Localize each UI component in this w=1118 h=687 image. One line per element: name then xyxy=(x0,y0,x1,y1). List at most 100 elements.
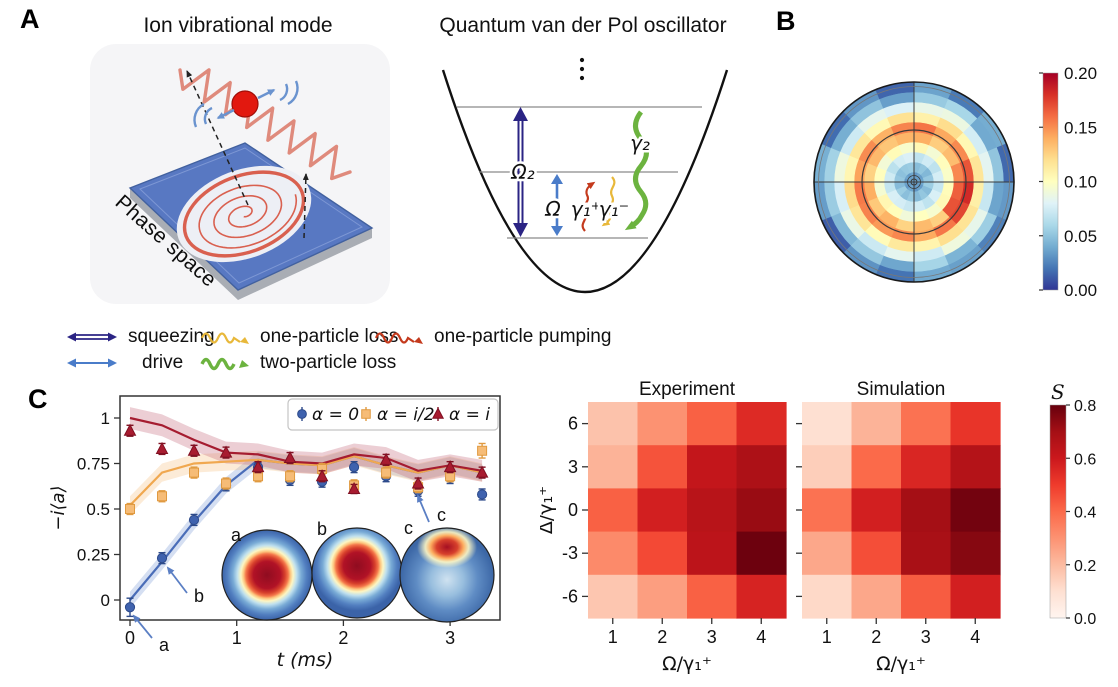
svg-text:0.10: 0.10 xyxy=(1064,173,1097,192)
svg-text:0.4: 0.4 xyxy=(1074,505,1096,522)
svg-text:1: 1 xyxy=(608,627,618,647)
svg-text:0.6: 0.6 xyxy=(1074,451,1096,468)
legend-item-squeezing: squeezing xyxy=(66,326,215,348)
svg-text:b: b xyxy=(317,519,327,539)
plot-content xyxy=(123,407,489,618)
svg-text:t (ms): t (ms) xyxy=(277,649,334,671)
legend-item-two-particle-loss: two-particle loss xyxy=(200,352,396,374)
one-particle-pumping-arrow xyxy=(581,181,596,232)
ellipsis-dots-icon xyxy=(579,57,585,81)
legend-item-one-particle-loss: one-particle loss xyxy=(200,326,398,348)
svg-text:0.5: 0.5 xyxy=(86,500,110,519)
inset-wigner-b: b xyxy=(311,519,403,619)
omega-label: Ω xyxy=(544,197,561,221)
polar-colorbar: 0.20 0.15 0.10 0.05 0.00 xyxy=(1039,64,1097,300)
simulation-title: Simulation xyxy=(856,379,946,400)
dynamics-plot: 0 1 2 3 1 0.75 0.5 0.25 0 t (ms) −i⟨a⟩ α = 0 α = i/2… xyxy=(48,395,501,671)
squeezing-transition-arrow xyxy=(513,107,528,237)
svg-text:3: 3 xyxy=(921,627,931,647)
drive-arrow-icon xyxy=(67,358,117,368)
qvdp-potential-diagram: Ω₂ Ω γ₁⁺ γ₁⁻ γ₂ xyxy=(441,57,729,293)
legend-label: one-particle loss xyxy=(260,326,399,347)
projection-dashed-lines xyxy=(186,70,309,239)
panel-c-label: C xyxy=(28,384,48,414)
heatmap-experiment: 1 2 3 4 6 3 0 -3 -6 Ω/γ₁⁺ Δ/γ₁⁺ xyxy=(540,402,787,675)
svg-text:0.0: 0.0 xyxy=(1074,611,1096,628)
svg-text:0.8: 0.8 xyxy=(1074,398,1096,415)
gamma1-plus-label: γ₁⁺ xyxy=(571,197,601,221)
svg-text:b: b xyxy=(194,586,204,606)
heatmap-ticks xyxy=(796,422,976,624)
heatmap-tick-labels: 1 2 3 4 6 3 0 -3 -6 xyxy=(562,414,766,647)
svg-text:2: 2 xyxy=(657,627,667,647)
svg-text:0.15: 0.15 xyxy=(1064,118,1097,137)
svg-text:c: c xyxy=(404,518,413,538)
one-particle-loss-icon xyxy=(200,332,249,344)
one-particle-loss-arrow xyxy=(601,176,616,227)
phase-space-spiral xyxy=(176,165,312,263)
svg-text:1: 1 xyxy=(822,627,832,647)
svg-text:Ω/γ₁⁺: Ω/γ₁⁺ xyxy=(876,653,926,675)
panel-a-label: A xyxy=(20,4,40,34)
gamma2-label: γ₂ xyxy=(630,131,650,155)
svg-text:0.05: 0.05 xyxy=(1064,227,1097,246)
svg-text:4: 4 xyxy=(970,627,980,647)
gamma1-minus-label: γ₁⁻ xyxy=(599,197,629,221)
drive-transition-arrow xyxy=(551,174,563,236)
inset-wigner-a: a xyxy=(221,525,313,621)
series-triangle xyxy=(123,423,489,495)
svg-text:−i⟨a⟩: −i⟨a⟩ xyxy=(48,485,69,530)
svg-text:0.25: 0.25 xyxy=(77,546,110,565)
annotation-arrows: a b c xyxy=(132,494,446,655)
squeezing-arrow-icon xyxy=(67,332,117,342)
two-particle-loss-icon xyxy=(200,357,249,371)
svg-text:α = 0: α = 0 xyxy=(312,405,359,425)
heatmap-tick-labels: 1 2 3 4 xyxy=(822,627,981,647)
svg-text:a: a xyxy=(159,635,170,655)
panel-a-left-title: Ion vibrational mode xyxy=(143,14,333,37)
svg-text:2: 2 xyxy=(338,628,348,648)
svg-text:0.75: 0.75 xyxy=(77,455,110,474)
svg-text:α = i/2: α = i/2 xyxy=(377,405,435,425)
legend-label: squeezing xyxy=(128,326,215,347)
svg-text:0: 0 xyxy=(568,500,578,520)
polar-grid-overlay xyxy=(813,81,1015,283)
plot-legend: α = 0 α = i/2 α = i xyxy=(287,398,499,431)
legend-label: one-particle pumping xyxy=(434,326,612,347)
potential-well-curve xyxy=(441,69,729,293)
svg-text:0.20: 0.20 xyxy=(1064,64,1097,83)
svg-text:1: 1 xyxy=(232,628,242,648)
motion-arrows-icon xyxy=(193,80,299,128)
omega2-label: Ω₂ xyxy=(510,160,534,184)
svg-text:2: 2 xyxy=(871,627,881,647)
svg-text:3: 3 xyxy=(445,628,455,648)
svg-text:0: 0 xyxy=(125,628,135,648)
svg-text:-3: -3 xyxy=(562,543,578,563)
ion-vibrational-mode-illustration: Phase space xyxy=(90,44,390,304)
inset-wigner-c: c xyxy=(399,518,495,623)
svg-text:0.00: 0.00 xyxy=(1064,281,1097,300)
svg-text:0.2: 0.2 xyxy=(1074,558,1096,575)
svg-text:-6: -6 xyxy=(562,586,578,606)
svg-text:4: 4 xyxy=(756,627,766,647)
svg-text:3: 3 xyxy=(707,627,717,647)
legend-label: drive xyxy=(142,352,184,373)
svg-text:Ω/γ₁⁺: Ω/γ₁⁺ xyxy=(662,653,712,675)
legend-item-one-particle-pumping: one-particle pumping xyxy=(374,326,611,348)
wigner-polar-heatmap: 0.20 0.15 0.10 0.05 0.00 xyxy=(813,64,1097,300)
svg-text:c: c xyxy=(437,505,446,525)
panel-b-label: B xyxy=(776,6,796,36)
svg-text:α = i: α = i xyxy=(449,405,490,425)
panel-a-right-title: Quantum van der Pol oscillator xyxy=(439,14,727,37)
legend-label: two-particle loss xyxy=(260,352,397,373)
s-colorbar: 0.8 0.6 0.4 0.2 0.0 xyxy=(1049,398,1096,628)
colorbar-s-label: S xyxy=(1051,380,1065,404)
ion-ball xyxy=(231,90,259,118)
energy-levels xyxy=(457,106,702,239)
svg-text:6: 6 xyxy=(568,414,578,434)
legend-item-drive: drive xyxy=(66,352,183,374)
svg-text:0: 0 xyxy=(101,591,110,610)
vibration-spring xyxy=(178,68,352,181)
